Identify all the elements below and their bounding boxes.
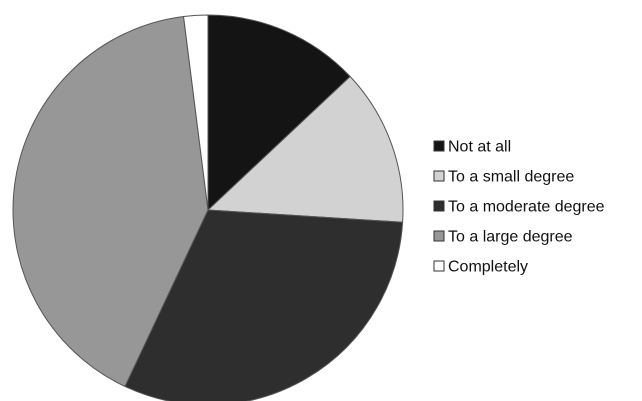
pie-slice-not-at-all (207, 14, 351, 211)
pie-slice-to-a-moderate-degree (124, 209, 404, 401)
legend: Not at all To a small degree To a moderate… (433, 139, 605, 276)
legend-item-completely: Completely (433, 259, 528, 276)
pie-slices (12, 14, 404, 401)
legend-label-completely: Completely (448, 259, 528, 276)
legend-swatch-not-at-all (433, 140, 445, 152)
legend-label-not-at-all: Not at all (448, 139, 511, 156)
legend-label-to-a-small-degree: To a small degree (448, 169, 574, 186)
legend-item-to-a-moderate-degree: To a moderate degree (433, 199, 605, 216)
pie-slice-to-a-small-degree (207, 76, 404, 223)
pie-slice-to-a-large-degree (12, 16, 209, 387)
pie-slice-completely (183, 14, 209, 211)
legend-item-not-at-all: Not at all (433, 139, 511, 156)
legend-swatch-to-a-large-degree (433, 230, 445, 242)
legend-swatch-to-a-small-degree (433, 170, 445, 182)
legend-swatch-to-a-moderate-degree (433, 200, 445, 212)
legend-item-to-a-large-degree: To a large degree (433, 229, 573, 246)
legend-label-to-a-moderate-degree: To a moderate degree (448, 199, 605, 216)
legend-label-to-a-large-degree: To a large degree (448, 229, 573, 246)
legend-item-to-a-small-degree: To a small degree (433, 169, 574, 186)
legend-swatch-completely (433, 260, 445, 272)
